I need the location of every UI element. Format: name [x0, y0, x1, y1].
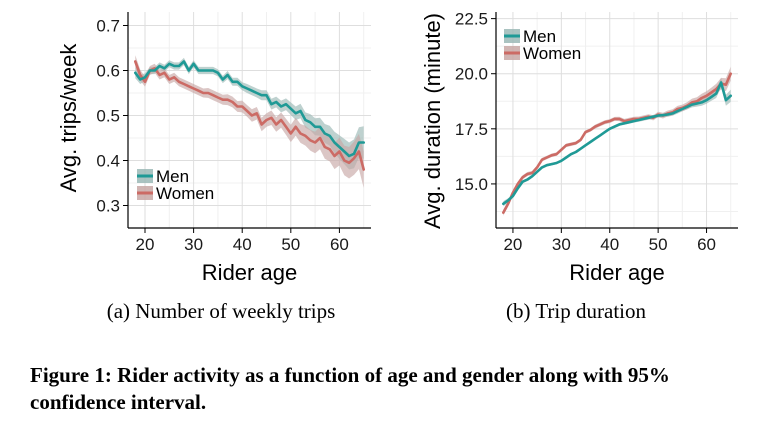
y-tick-label: 0.5	[96, 107, 120, 126]
y-tick-label: 0.7	[96, 17, 120, 36]
y-tick-label: 0.3	[96, 197, 120, 216]
y-tick-label: 15.0	[455, 175, 488, 194]
x-tick-label: 20	[503, 235, 522, 254]
x-tick-label: 40	[233, 235, 252, 254]
y-tick-label: 20.0	[455, 65, 488, 84]
y-tick-label: 17.5	[455, 120, 488, 139]
subfigure-caption: (b) Trip duration	[506, 299, 647, 323]
subfigure-caption: (a) Number of weekly trips	[107, 299, 336, 323]
legend-key-women	[137, 186, 153, 200]
x-tick-label: 30	[552, 235, 571, 254]
legend-label-women: Women	[156, 184, 214, 203]
x-tick-label: 60	[697, 235, 716, 254]
x-tick-label: 20	[136, 235, 155, 254]
y-axis-label: Avg. duration (minute)	[420, 13, 445, 229]
x-tick-label: 30	[184, 235, 203, 254]
x-tick-label: 40	[600, 235, 619, 254]
series-line-men	[501, 81, 733, 206]
x-tick-label: 50	[649, 235, 668, 254]
chart-panel-1: 20 30 40 50 60 0.3 0.4 0.5 0.6 0.7 Rider age Avg. t…	[56, 12, 371, 323]
figure: 20 30 40 50 60 0.3 0.4 0.5 0.6 0.7 Rider age Avg. t…	[56, 10, 738, 323]
legend-key-men	[137, 169, 153, 183]
legend-label-women: Women	[523, 44, 581, 63]
x-axis-label: Rider age	[202, 260, 297, 285]
x-tick-label: 50	[281, 235, 300, 254]
chart-panel-2: 20 30 40 50 60 15.0 17.5 20.0 22.5 Rider age Avg. …	[420, 10, 738, 323]
legend-label-men: Men	[523, 27, 556, 46]
x-tick-label: 60	[330, 235, 349, 254]
y-tick-label: 0.4	[96, 152, 120, 171]
figure-caption: Figure 1: Rider activity as a function o…	[30, 363, 670, 414]
legend-key-men	[504, 29, 520, 43]
y-tick-label: 22.5	[455, 10, 488, 29]
series-line-women	[134, 60, 366, 171]
y-axis-label: Avg. trips/week	[56, 43, 81, 193]
y-tick-label: 0.6	[96, 62, 120, 81]
legend-key-women	[504, 46, 520, 60]
series-line-women	[501, 72, 733, 214]
legend-label-men: Men	[156, 167, 189, 186]
series-line-men	[134, 60, 366, 158]
x-axis-label: Rider age	[569, 260, 664, 285]
